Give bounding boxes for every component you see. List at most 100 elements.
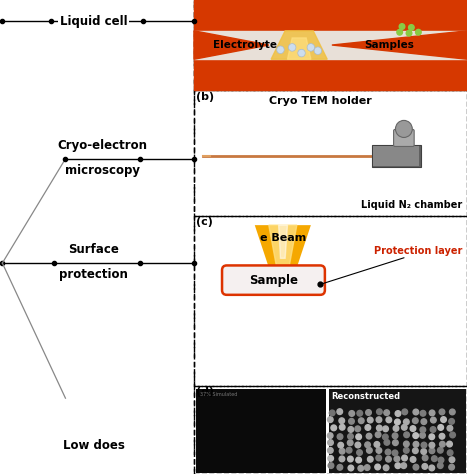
Circle shape [384,439,390,445]
Text: Liquid cell: Liquid cell [60,15,128,28]
Circle shape [447,450,453,456]
Circle shape [410,456,416,462]
Circle shape [355,426,361,432]
Bar [328,389,466,473]
Polygon shape [269,225,297,268]
Circle shape [383,426,388,432]
Circle shape [422,455,428,461]
Circle shape [376,409,382,415]
Circle shape [420,427,426,433]
Circle shape [441,417,447,422]
Text: Reconstructed: Reconstructed [331,392,400,401]
Circle shape [328,447,333,453]
Circle shape [413,409,419,415]
Circle shape [314,47,322,55]
Circle shape [366,447,372,453]
Circle shape [438,447,443,453]
Circle shape [346,447,352,453]
Bar [196,389,326,473]
Circle shape [392,433,398,438]
Circle shape [404,432,410,438]
Circle shape [413,441,419,447]
Circle shape [356,434,362,440]
Circle shape [307,44,315,51]
Circle shape [366,410,371,415]
Circle shape [430,417,436,423]
Circle shape [421,449,427,455]
Circle shape [392,450,398,456]
Circle shape [438,457,444,463]
Circle shape [395,410,401,416]
Polygon shape [271,31,327,59]
Text: (c): (c) [196,217,213,227]
Circle shape [429,465,435,471]
Circle shape [449,464,455,470]
Circle shape [376,417,382,422]
Circle shape [331,425,337,431]
Text: Cryo TEM holder: Cryo TEM holder [269,96,372,106]
Circle shape [348,427,354,432]
Circle shape [395,463,401,468]
Circle shape [376,425,382,431]
Polygon shape [255,225,311,277]
Circle shape [337,465,343,470]
Circle shape [439,433,445,439]
Circle shape [349,419,354,424]
Circle shape [383,434,388,440]
Circle shape [422,464,428,469]
Circle shape [406,30,412,36]
Circle shape [365,442,370,447]
Circle shape [339,424,345,430]
Text: Cryo-electron: Cryo-electron [58,139,148,152]
Circle shape [385,449,391,455]
Circle shape [393,426,399,431]
Circle shape [358,465,364,471]
Circle shape [348,465,354,471]
Circle shape [375,432,381,438]
Circle shape [421,442,427,448]
Circle shape [358,418,364,424]
Circle shape [439,409,445,415]
Circle shape [429,434,435,439]
Circle shape [357,450,362,456]
Circle shape [298,49,305,57]
Circle shape [338,442,344,448]
Circle shape [416,29,421,35]
Circle shape [394,456,400,462]
Circle shape [438,425,444,430]
FancyBboxPatch shape [393,129,414,146]
Circle shape [328,463,334,468]
Circle shape [413,465,419,470]
Circle shape [399,24,405,29]
Circle shape [438,463,443,468]
Circle shape [337,409,343,414]
Text: Liquid N₂ chamber: Liquid N₂ chamber [361,201,462,210]
Bar [194,216,467,386]
Circle shape [412,418,418,424]
Text: 37% Simulated: 37% Simulated [200,392,237,397]
Circle shape [328,433,333,438]
Circle shape [401,425,407,430]
Text: (d): (d) [196,387,214,397]
Polygon shape [194,31,269,59]
Circle shape [392,440,398,446]
Circle shape [447,441,452,447]
Text: Sample: Sample [249,273,298,287]
Circle shape [402,409,408,415]
Circle shape [386,417,392,423]
Circle shape [410,426,416,431]
Circle shape [349,410,355,416]
Bar [194,0,467,90]
Circle shape [328,417,333,422]
Circle shape [374,442,380,447]
Circle shape [386,456,391,462]
Circle shape [449,457,455,463]
Circle shape [403,419,409,425]
Circle shape [328,440,333,446]
Circle shape [447,425,453,431]
Circle shape [397,29,402,35]
Circle shape [347,456,353,462]
Circle shape [328,456,334,461]
Circle shape [366,433,372,439]
Circle shape [357,410,363,416]
